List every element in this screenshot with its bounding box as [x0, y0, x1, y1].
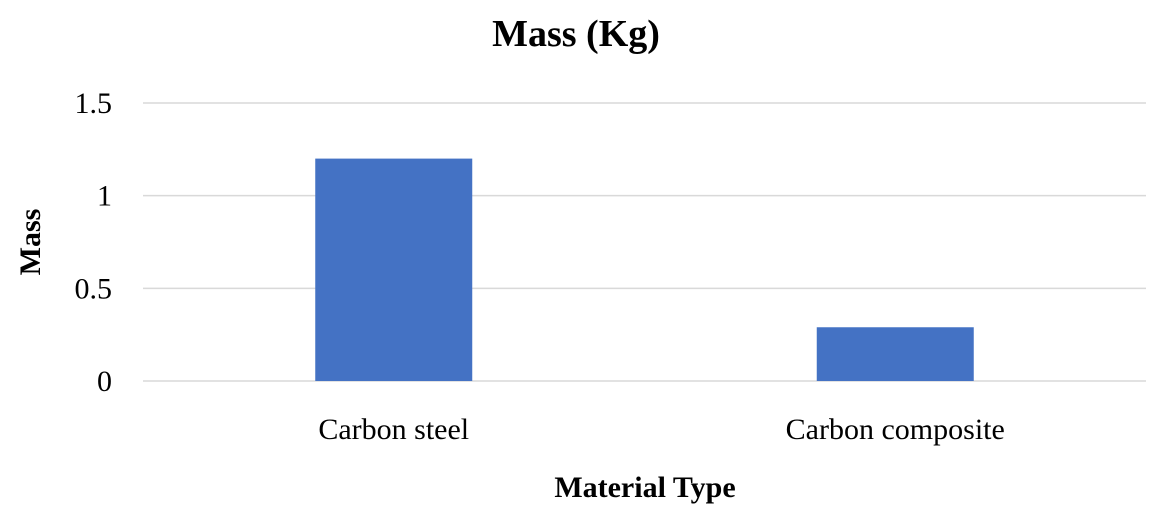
bar	[315, 158, 473, 381]
x-category-label: Carbon steel	[318, 413, 469, 446]
y-tick-label: 1	[97, 180, 112, 213]
y-tick-label: 0.5	[75, 272, 113, 305]
y-axis-title: Mass	[14, 209, 47, 276]
x-category-label: Carbon composite	[786, 413, 1005, 446]
y-axis-ticks: 0 0.5 1 1.5	[75, 87, 113, 398]
y-tick-label: 0	[97, 365, 112, 398]
chart-title: Mass (Kg)	[492, 13, 660, 55]
bars	[315, 158, 974, 381]
x-axis-title: Material Type	[554, 471, 735, 504]
bar	[816, 327, 974, 381]
y-tick-label: 1.5	[75, 87, 113, 120]
x-axis-categories: Carbon steel Carbon composite	[318, 413, 1004, 446]
gridlines	[143, 102, 1146, 382]
